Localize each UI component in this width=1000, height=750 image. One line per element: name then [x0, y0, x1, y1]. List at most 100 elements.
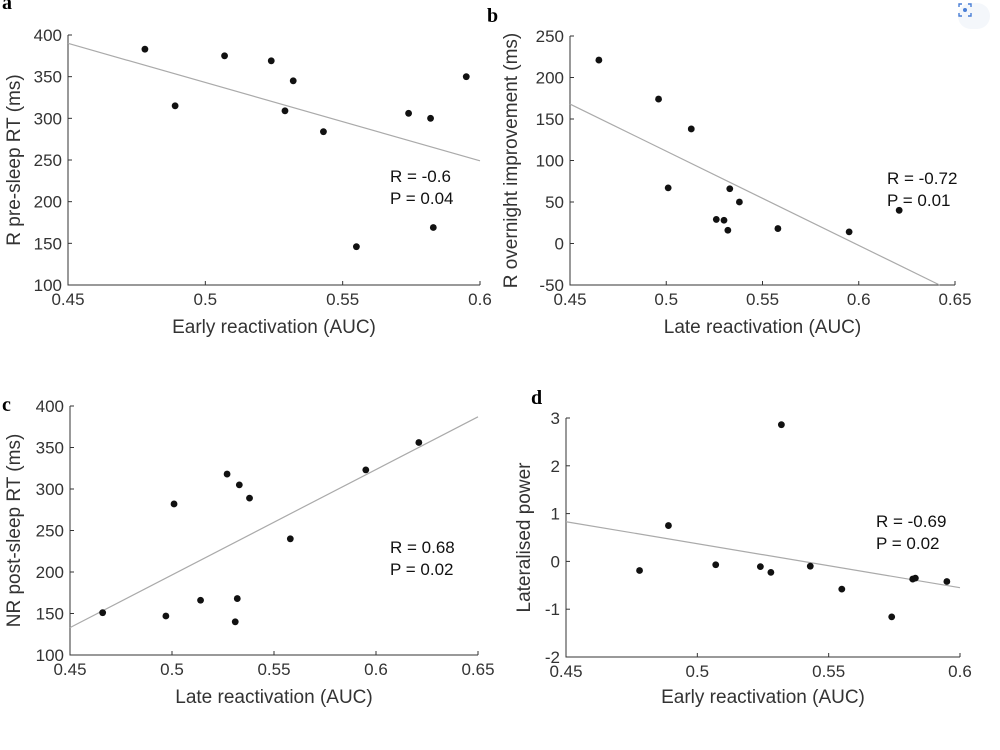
y-tick-label: 250: [34, 151, 62, 170]
y-tick-label: 100: [536, 152, 564, 171]
image-search-button[interactable]: [958, 3, 990, 29]
panel-letter-c: c: [2, 394, 11, 416]
scatter-point: [289, 77, 297, 85]
scatter-point: [636, 567, 643, 574]
scatter-point: [415, 439, 423, 446]
scatter-point: [170, 500, 178, 508]
y-tick-label: 3: [551, 409, 560, 428]
y-tick-label: 250: [536, 27, 564, 46]
scatter-point: [362, 466, 370, 474]
y-tick-label: 300: [34, 109, 62, 128]
x-tick-label: 0.55: [746, 290, 779, 309]
y-tick-label: 0: [555, 235, 564, 254]
y-tick-label: 350: [36, 439, 64, 458]
scatter-point: [687, 125, 695, 133]
y-tick-label: 0: [551, 552, 560, 571]
x-tick-label: 0.5: [686, 662, 710, 681]
y-tick-label: 1: [551, 505, 560, 524]
x-tick-label: 0.5: [654, 290, 678, 309]
x-tick-label: 0.65: [938, 290, 971, 309]
y-tick-label: 400: [36, 397, 64, 416]
y-tick-label: 250: [36, 522, 64, 541]
y-tick-label: 150: [34, 234, 62, 253]
x-tick-label: 0.55: [812, 662, 845, 681]
scatter-point: [943, 578, 951, 585]
x-tick-label: 0.6: [847, 290, 871, 309]
y-tick-label: 300: [36, 480, 64, 499]
scatter-point: [736, 198, 743, 206]
y-tick-label: 100: [34, 276, 62, 295]
scatter-point: [162, 612, 170, 620]
x-tick-label: 0.55: [326, 290, 359, 309]
scatter-point: [286, 535, 294, 543]
scatter-point: [806, 562, 814, 570]
scatter-point: [838, 585, 846, 593]
y-tick-label: 200: [34, 193, 62, 212]
x-tick-label: 0.65: [461, 660, 494, 679]
panel-b: b 0.45 0.5 0.55 0.6 0.65 -50 0 50 100 150 200 250 La…: [487, 5, 972, 338]
scatter-point: [429, 224, 437, 231]
scatter-point: [462, 73, 470, 81]
scatter-point: [246, 494, 253, 502]
regression-line: [69, 416, 479, 629]
scatter-point: [427, 114, 434, 122]
x-axis-label: Early reactivation (AUC): [661, 687, 865, 708]
scatter-point: [664, 184, 672, 192]
scatter-point: [197, 596, 204, 604]
scatter-point: [911, 574, 919, 582]
scatter-point: [223, 470, 231, 478]
y-axis-label: NR post-sleep RT (ms): [4, 434, 25, 628]
scatter-point: [405, 109, 412, 117]
y-tick-label: 200: [536, 69, 564, 88]
y-tick-label: 150: [536, 110, 564, 129]
x-tick-label: 0.45: [51, 290, 84, 309]
correlation-p: P = 0.04: [390, 189, 454, 208]
scatter-point: [712, 561, 720, 569]
panel-a: a 0.45 0.5 0.55 0.6 100 150 200 250 300 350 400 Ear…: [2, 0, 492, 338]
y-tick-label: 50: [545, 193, 564, 212]
x-axis-label: Early reactivation (AUC): [172, 317, 376, 338]
regression-line: [67, 42, 481, 162]
scatter-point: [233, 595, 241, 602]
panel-c: c 0.45 0.5 0.55 0.6 0.65 100 150 200 250 300 350 40…: [2, 394, 495, 708]
x-tick-label: 0.45: [53, 660, 86, 679]
x-tick-label: 0.55: [257, 660, 290, 679]
image-search-icon: [958, 3, 972, 17]
panel-d: d 0.45 0.5 0.55 0.6 -2 -1 0 1 2 3 Early reactivati…: [514, 387, 972, 708]
panel-letter-d: d: [531, 387, 542, 409]
scatter-point: [895, 206, 903, 214]
regression-line: [565, 521, 961, 589]
y-axis-label: R pre-sleep RT (ms): [4, 74, 25, 245]
scatter-point: [231, 618, 239, 626]
x-axis-label: Late reactivation (AUC): [664, 317, 861, 338]
scatter-point: [774, 225, 782, 232]
y-tick-label: 150: [36, 605, 64, 624]
x-tick-label: 0.45: [549, 662, 582, 681]
scatter-point: [756, 563, 764, 571]
y-tick-label: 400: [34, 26, 62, 45]
y-tick-label: -1: [545, 600, 560, 619]
y-tick-label: 2: [551, 457, 560, 476]
scatter-point: [655, 95, 662, 103]
scatter-point: [235, 481, 243, 489]
regression-line: [569, 103, 940, 286]
x-axis-label: Late reactivation (AUC): [175, 687, 372, 708]
y-tick-label: 200: [36, 563, 64, 582]
scatter-point: [221, 52, 228, 60]
scatter-point: [726, 185, 734, 193]
x-tick-label: 0.6: [364, 660, 388, 679]
scatter-point: [777, 421, 785, 429]
axis-lines: [67, 35, 480, 286]
scatter-point: [99, 609, 107, 617]
panel-letter-b: b: [487, 5, 498, 27]
correlation-p: P = 0.02: [390, 560, 454, 579]
scatter-point: [595, 56, 603, 64]
correlation-p: P = 0.01: [887, 191, 951, 210]
scatter-point: [141, 45, 149, 53]
scatter-point: [171, 102, 179, 110]
scatter-point: [665, 522, 672, 529]
scatter-point: [724, 226, 732, 234]
scatter-point: [767, 568, 775, 576]
scatter-point: [353, 243, 360, 251]
